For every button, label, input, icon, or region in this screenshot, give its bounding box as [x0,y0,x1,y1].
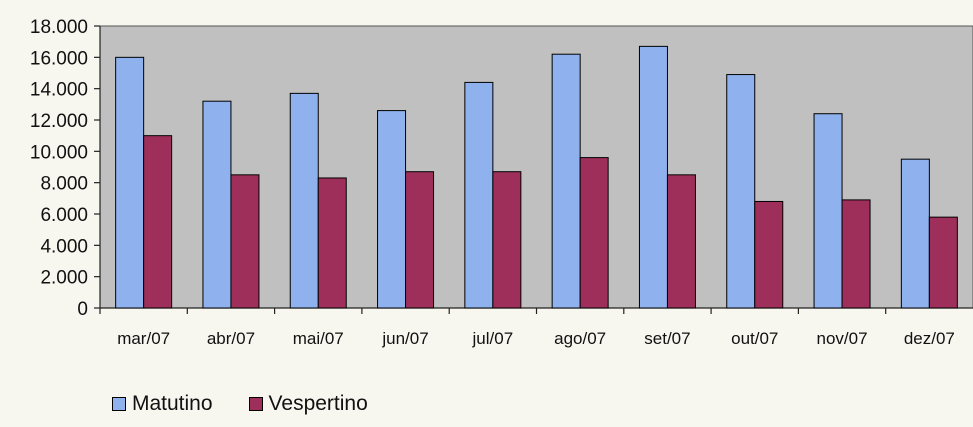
y-tick-label: 4.000 [40,236,88,257]
bar-vespertino-jul-07 [492,171,522,309]
bar-vespertino-mar-07 [143,135,173,309]
bar-vespertino-set-07 [666,174,696,309]
x-tick-label: dez/07 [904,329,955,348]
x-tick-label: abr/07 [207,329,255,348]
bar-matutino-dez-07 [900,158,930,309]
y-tick-label: 14.000 [30,80,88,101]
bar-vespertino-out-07 [754,200,784,309]
legend-label-matutino: Matutino [132,392,213,415]
bar-matutino-jun-07 [377,110,407,309]
x-tick-label: mar/07 [117,329,170,348]
x-tick-label: set/07 [644,329,690,348]
bar-matutino-set-07 [638,45,668,309]
bar-matutino-jul-07 [464,81,494,309]
bar-vespertino-mai-07 [317,177,347,309]
legend-swatch-vespertino [248,397,263,411]
bar-vespertino-abr-07 [230,174,260,309]
y-tick-label: 8.000 [40,174,88,195]
bar-matutino-out-07 [726,74,756,309]
y-tick-label: 18.000 [30,17,88,38]
legend-item-vespertino: Vespertino [248,392,368,416]
bar-matutino-abr-07 [202,100,232,309]
x-tick-label: mai/07 [293,329,344,348]
bar-vespertino-dez-07 [928,216,958,309]
x-tick-label: nov/07 [817,329,868,348]
legend: Matutino Vespertino [112,392,368,416]
x-tick-label: jul/07 [472,329,514,348]
y-tick-label: 12.000 [30,111,88,132]
bar-vespertino-jun-07 [405,171,435,309]
bar-matutino-nov-07 [813,113,843,309]
bar-matutino-mar-07 [115,56,145,309]
y-tick-label: 6.000 [40,205,88,226]
bar-vespertino-nov-07 [841,199,871,309]
y-tick-label: 16.000 [30,48,88,69]
bar-vespertino-ago-07 [579,157,609,309]
y-tick-label: 2.000 [40,268,88,289]
legend-item-matutino: Matutino [112,392,213,416]
legend-swatch-matutino [112,397,126,411]
x-tick-label: jun/07 [381,329,428,348]
x-tick-label: out/07 [731,329,778,348]
x-tick-label: ago/07 [554,329,606,348]
y-tick-label: 10.000 [30,142,88,163]
bar-matutino-mai-07 [289,92,319,309]
y-tick-label: 0 [77,299,88,320]
bar-matutino-ago-07 [551,53,581,309]
legend-label-vespertino: Vespertino [268,392,368,415]
